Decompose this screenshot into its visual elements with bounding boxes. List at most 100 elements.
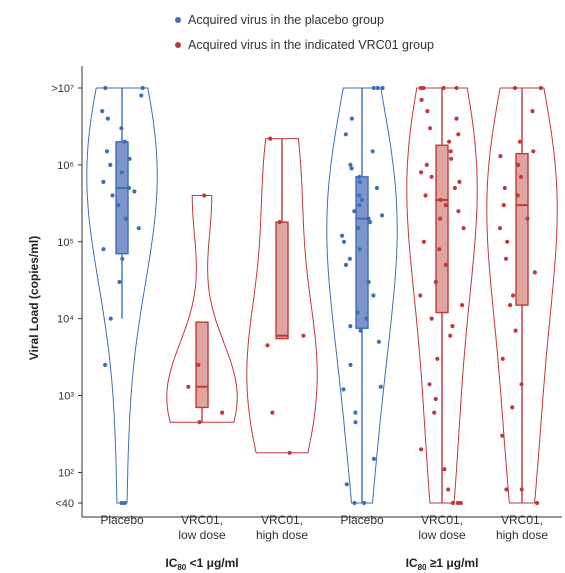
category-label-line: VRC01, <box>181 513 223 527</box>
data-point <box>421 239 426 244</box>
data-point <box>504 487 509 492</box>
data-point <box>371 85 376 91</box>
iqr-box <box>435 144 449 314</box>
data-point <box>502 185 507 191</box>
category-label: VRC01, high dose <box>496 513 548 542</box>
data-point <box>432 410 437 415</box>
data-point <box>104 149 110 154</box>
data-point <box>501 203 506 208</box>
data-point <box>301 333 306 338</box>
data-point <box>136 226 141 231</box>
data-point <box>535 500 540 506</box>
data-point <box>348 362 353 367</box>
data-point <box>103 85 108 91</box>
category-label-line: high dose <box>496 528 548 542</box>
data-point <box>418 293 423 298</box>
data-point <box>139 93 144 98</box>
group-label-main: IC <box>406 556 418 570</box>
plot-area: <40 10² 10³ 10⁴ 10⁵ 10⁶ >10⁷ <box>51 66 562 518</box>
violin-outline <box>406 87 478 504</box>
violin-outline <box>246 138 318 454</box>
data-point <box>433 396 438 402</box>
data-point <box>348 324 353 329</box>
data-point <box>341 239 347 244</box>
data-point <box>349 116 354 121</box>
data-point <box>442 467 447 472</box>
iqr-box <box>355 176 369 329</box>
data-point <box>424 162 429 167</box>
data-point <box>370 149 375 154</box>
data-point <box>425 109 430 114</box>
data-point <box>446 487 451 492</box>
data-point <box>456 132 461 137</box>
data-point <box>532 270 537 275</box>
data-point <box>108 316 113 321</box>
data-point <box>347 256 352 261</box>
data-point <box>343 262 349 267</box>
data-point <box>419 97 424 102</box>
data-point <box>355 310 360 315</box>
data-point <box>525 216 530 221</box>
data-point <box>101 247 106 252</box>
violin-outline <box>166 195 238 423</box>
data-point <box>349 166 354 171</box>
data-point <box>512 85 518 91</box>
iqr-box <box>275 221 289 340</box>
category-label: VRC01, low dose <box>418 513 466 542</box>
data-point <box>202 193 207 198</box>
data-point <box>287 450 292 455</box>
data-point <box>419 447 424 452</box>
data-point <box>371 293 376 298</box>
data-point <box>456 209 461 214</box>
data-point <box>101 179 106 184</box>
data-point <box>110 193 115 198</box>
data-point <box>196 362 201 367</box>
data-point <box>344 482 349 487</box>
category-label-line: VRC01, <box>501 513 543 527</box>
data-point <box>341 387 346 392</box>
data-point <box>374 185 379 191</box>
data-point <box>348 162 353 167</box>
category-label-line: low dose <box>178 528 226 542</box>
data-point <box>126 185 131 191</box>
y-tick-label: 10³ <box>58 391 74 403</box>
y-tick-label: 10⁴ <box>57 314 74 326</box>
y-tick-label: >10⁷ <box>51 83 74 95</box>
data-point <box>460 303 465 308</box>
group-label-rest: <1 μg/ml <box>186 556 238 570</box>
data-point <box>356 226 361 231</box>
data-point <box>454 116 459 121</box>
category-label-line: Placebo <box>100 513 144 527</box>
data-point <box>517 139 523 144</box>
data-point <box>371 456 377 461</box>
data-point <box>366 279 371 285</box>
data-point <box>518 174 524 179</box>
data-point <box>379 213 385 218</box>
data-point <box>428 126 433 131</box>
data-point <box>108 162 113 167</box>
data-point <box>429 174 434 179</box>
data-point <box>419 170 424 175</box>
data-point <box>458 500 463 506</box>
data-point <box>122 139 127 144</box>
data-point <box>427 382 432 387</box>
group-label-rest: ≥1 μg/ml <box>426 556 478 570</box>
data-point <box>119 170 124 175</box>
data-point <box>123 216 128 221</box>
data-point <box>443 262 448 267</box>
data-point <box>357 179 362 184</box>
legend-vrc01-marker <box>175 42 181 48</box>
data-point <box>340 233 345 238</box>
data-point <box>443 203 448 208</box>
category-label: VRC01, high dose <box>256 513 308 542</box>
data-point <box>140 85 145 91</box>
data-point <box>220 410 225 415</box>
group-label: IC80 ≥1 μg/ml <box>406 556 479 572</box>
legend-placebo-marker <box>175 17 181 23</box>
data-point <box>438 197 443 202</box>
data-point <box>105 116 110 121</box>
data-point <box>418 85 423 91</box>
data-point <box>100 109 105 114</box>
y-tick-label: 10⁶ <box>57 160 74 172</box>
data-point <box>378 384 383 389</box>
